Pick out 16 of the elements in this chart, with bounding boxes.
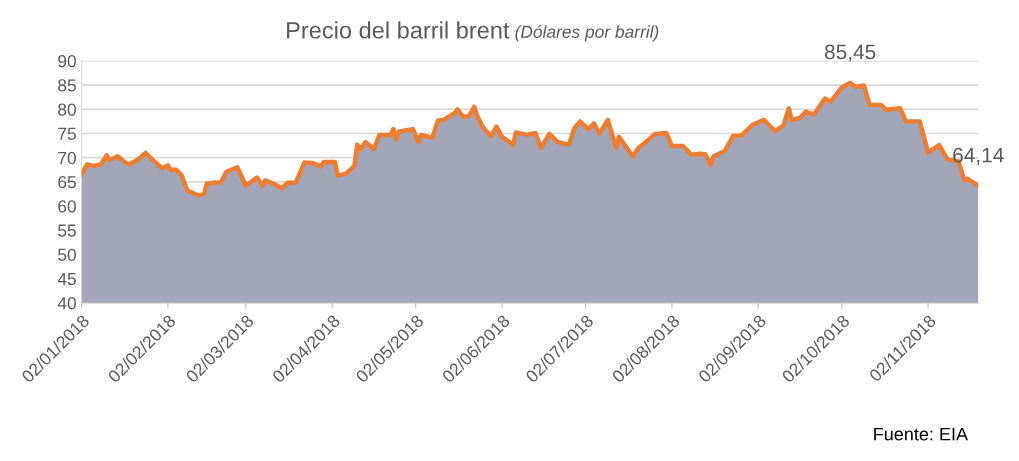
chart-subtitle: (Dólares por barril): [515, 25, 659, 42]
y-tick-label: 45: [57, 273, 76, 286]
annotation: 85,45: [824, 44, 876, 62]
source-note: Fuente: EIA: [874, 427, 969, 441]
y-tick-label: 50: [58, 248, 76, 261]
annotation: 64,14: [953, 147, 1004, 165]
y-tick-label: 75: [58, 127, 76, 140]
y-tick-label: 40: [57, 297, 76, 310]
y-tick-label: 70: [58, 151, 76, 165]
y-tick-label: 85: [58, 79, 76, 92]
y-tick-label: 80: [58, 103, 76, 116]
y-tick-label: 60: [58, 200, 76, 213]
y-tick-label: 65: [58, 176, 76, 189]
y-tick-label: 90: [58, 55, 76, 68]
chart-title: Precio del barril brent: [287, 21, 510, 39]
y-tick-label: 55: [58, 224, 76, 237]
